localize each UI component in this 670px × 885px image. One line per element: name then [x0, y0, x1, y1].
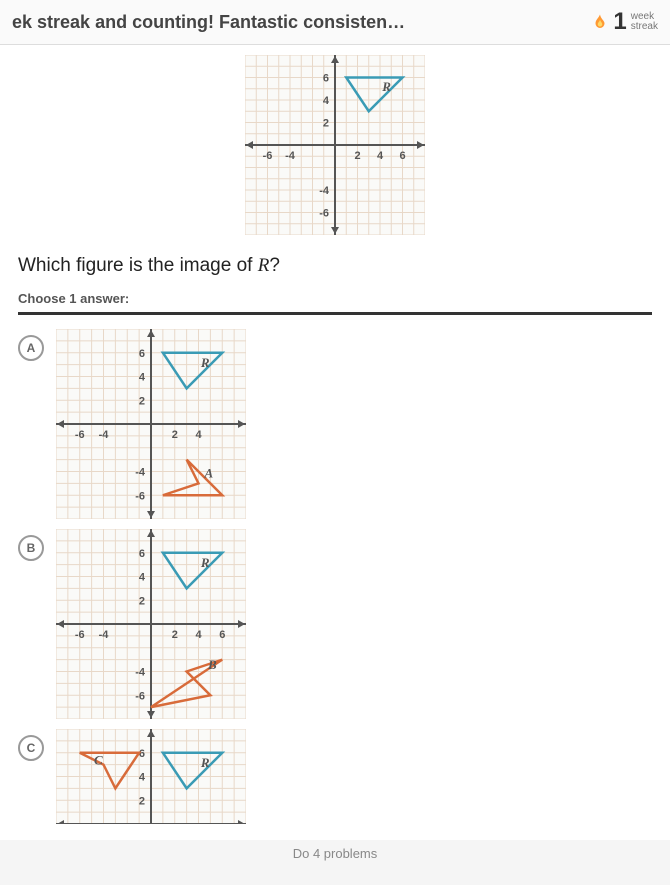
svg-text:-6: -6 — [135, 490, 145, 502]
main-graph-container: -6 -4 2 4 6 6 4 2 -4 -6 R — [18, 55, 652, 235]
divider — [18, 312, 652, 315]
question-var: R — [258, 255, 270, 276]
svg-text:6: 6 — [399, 150, 405, 162]
svg-text:-6: -6 — [263, 150, 273, 162]
svg-text:6: 6 — [139, 348, 145, 360]
graph-choice-a: -6 -4 2 4 6 4 2 -4 -6 R A — [56, 329, 246, 519]
svg-text:A: A — [203, 465, 213, 480]
question-prefix: Which figure is the image of — [18, 255, 258, 276]
radio-a[interactable]: A — [18, 335, 44, 361]
svg-text:R: R — [200, 755, 210, 770]
radio-c[interactable]: C — [18, 735, 44, 761]
svg-text:2: 2 — [354, 150, 360, 162]
svg-text:4: 4 — [195, 629, 202, 641]
svg-text:4: 4 — [195, 429, 202, 441]
svg-text:R: R — [200, 355, 210, 370]
svg-text:6: 6 — [139, 548, 145, 560]
streak-badge: 1 week streak — [591, 8, 658, 36]
svg-text:6: 6 — [323, 73, 329, 85]
svg-text:4: 4 — [139, 572, 146, 584]
svg-text:4: 4 — [139, 372, 146, 384]
svg-text:-6: -6 — [135, 690, 145, 702]
svg-text:-4: -4 — [285, 150, 296, 162]
svg-text:2: 2 — [139, 395, 145, 407]
streak-sub2: streak — [631, 22, 658, 32]
svg-text:-6: -6 — [75, 629, 85, 641]
svg-text:-6: -6 — [75, 429, 85, 441]
svg-text:B: B — [207, 657, 217, 672]
footer-text: Do 4 problems — [0, 840, 670, 861]
svg-text:2: 2 — [172, 629, 178, 641]
question-text: Which figure is the image of R? — [18, 255, 652, 277]
streak-sub: week streak — [631, 12, 658, 32]
streak-message: ek streak and counting! Fantastic consis… — [12, 12, 405, 33]
svg-text:2: 2 — [172, 429, 178, 441]
svg-text:-4: -4 — [99, 429, 110, 441]
graph-choice-b: -6 -4 2 4 6 6 4 2 -4 -6 R B — [56, 529, 246, 719]
svg-text:2: 2 — [139, 595, 145, 607]
svg-text:-4: -4 — [135, 467, 146, 479]
question-suffix: ? — [269, 255, 280, 276]
svg-text:2: 2 — [139, 795, 145, 807]
svg-text:-6: -6 — [319, 208, 329, 220]
content-area: -6 -4 2 4 6 6 4 2 -4 -6 R Which figure is the imag… — [0, 45, 670, 840]
main-graph: -6 -4 2 4 6 6 4 2 -4 -6 R — [245, 55, 425, 235]
svg-text:R: R — [200, 555, 210, 570]
choice-b[interactable]: B -6 -4 2 4 6 6 4 2 -4 -6 R B — [18, 529, 652, 719]
svg-text:-4: -4 — [135, 667, 146, 679]
choice-c[interactable]: C 246642RC — [18, 729, 652, 824]
svg-text:2: 2 — [323, 118, 329, 130]
svg-text:C: C — [94, 753, 103, 768]
flame-icon — [591, 11, 609, 33]
top-bar: ek streak and counting! Fantastic consis… — [0, 0, 670, 45]
svg-text:6: 6 — [219, 629, 225, 641]
svg-text:-4: -4 — [99, 629, 110, 641]
streak-count: 1 — [613, 8, 626, 36]
instruction-text: Choose 1 answer: — [18, 291, 652, 306]
choice-a[interactable]: A -6 -4 2 4 6 4 2 -4 -6 R A — [18, 329, 652, 519]
svg-text:4: 4 — [139, 772, 146, 784]
svg-text:4: 4 — [377, 150, 384, 162]
svg-text:R: R — [381, 79, 391, 94]
svg-text:4: 4 — [323, 95, 330, 107]
radio-b[interactable]: B — [18, 535, 44, 561]
graph-choice-c: 246642RC — [56, 729, 246, 824]
svg-text:-4: -4 — [319, 185, 330, 197]
